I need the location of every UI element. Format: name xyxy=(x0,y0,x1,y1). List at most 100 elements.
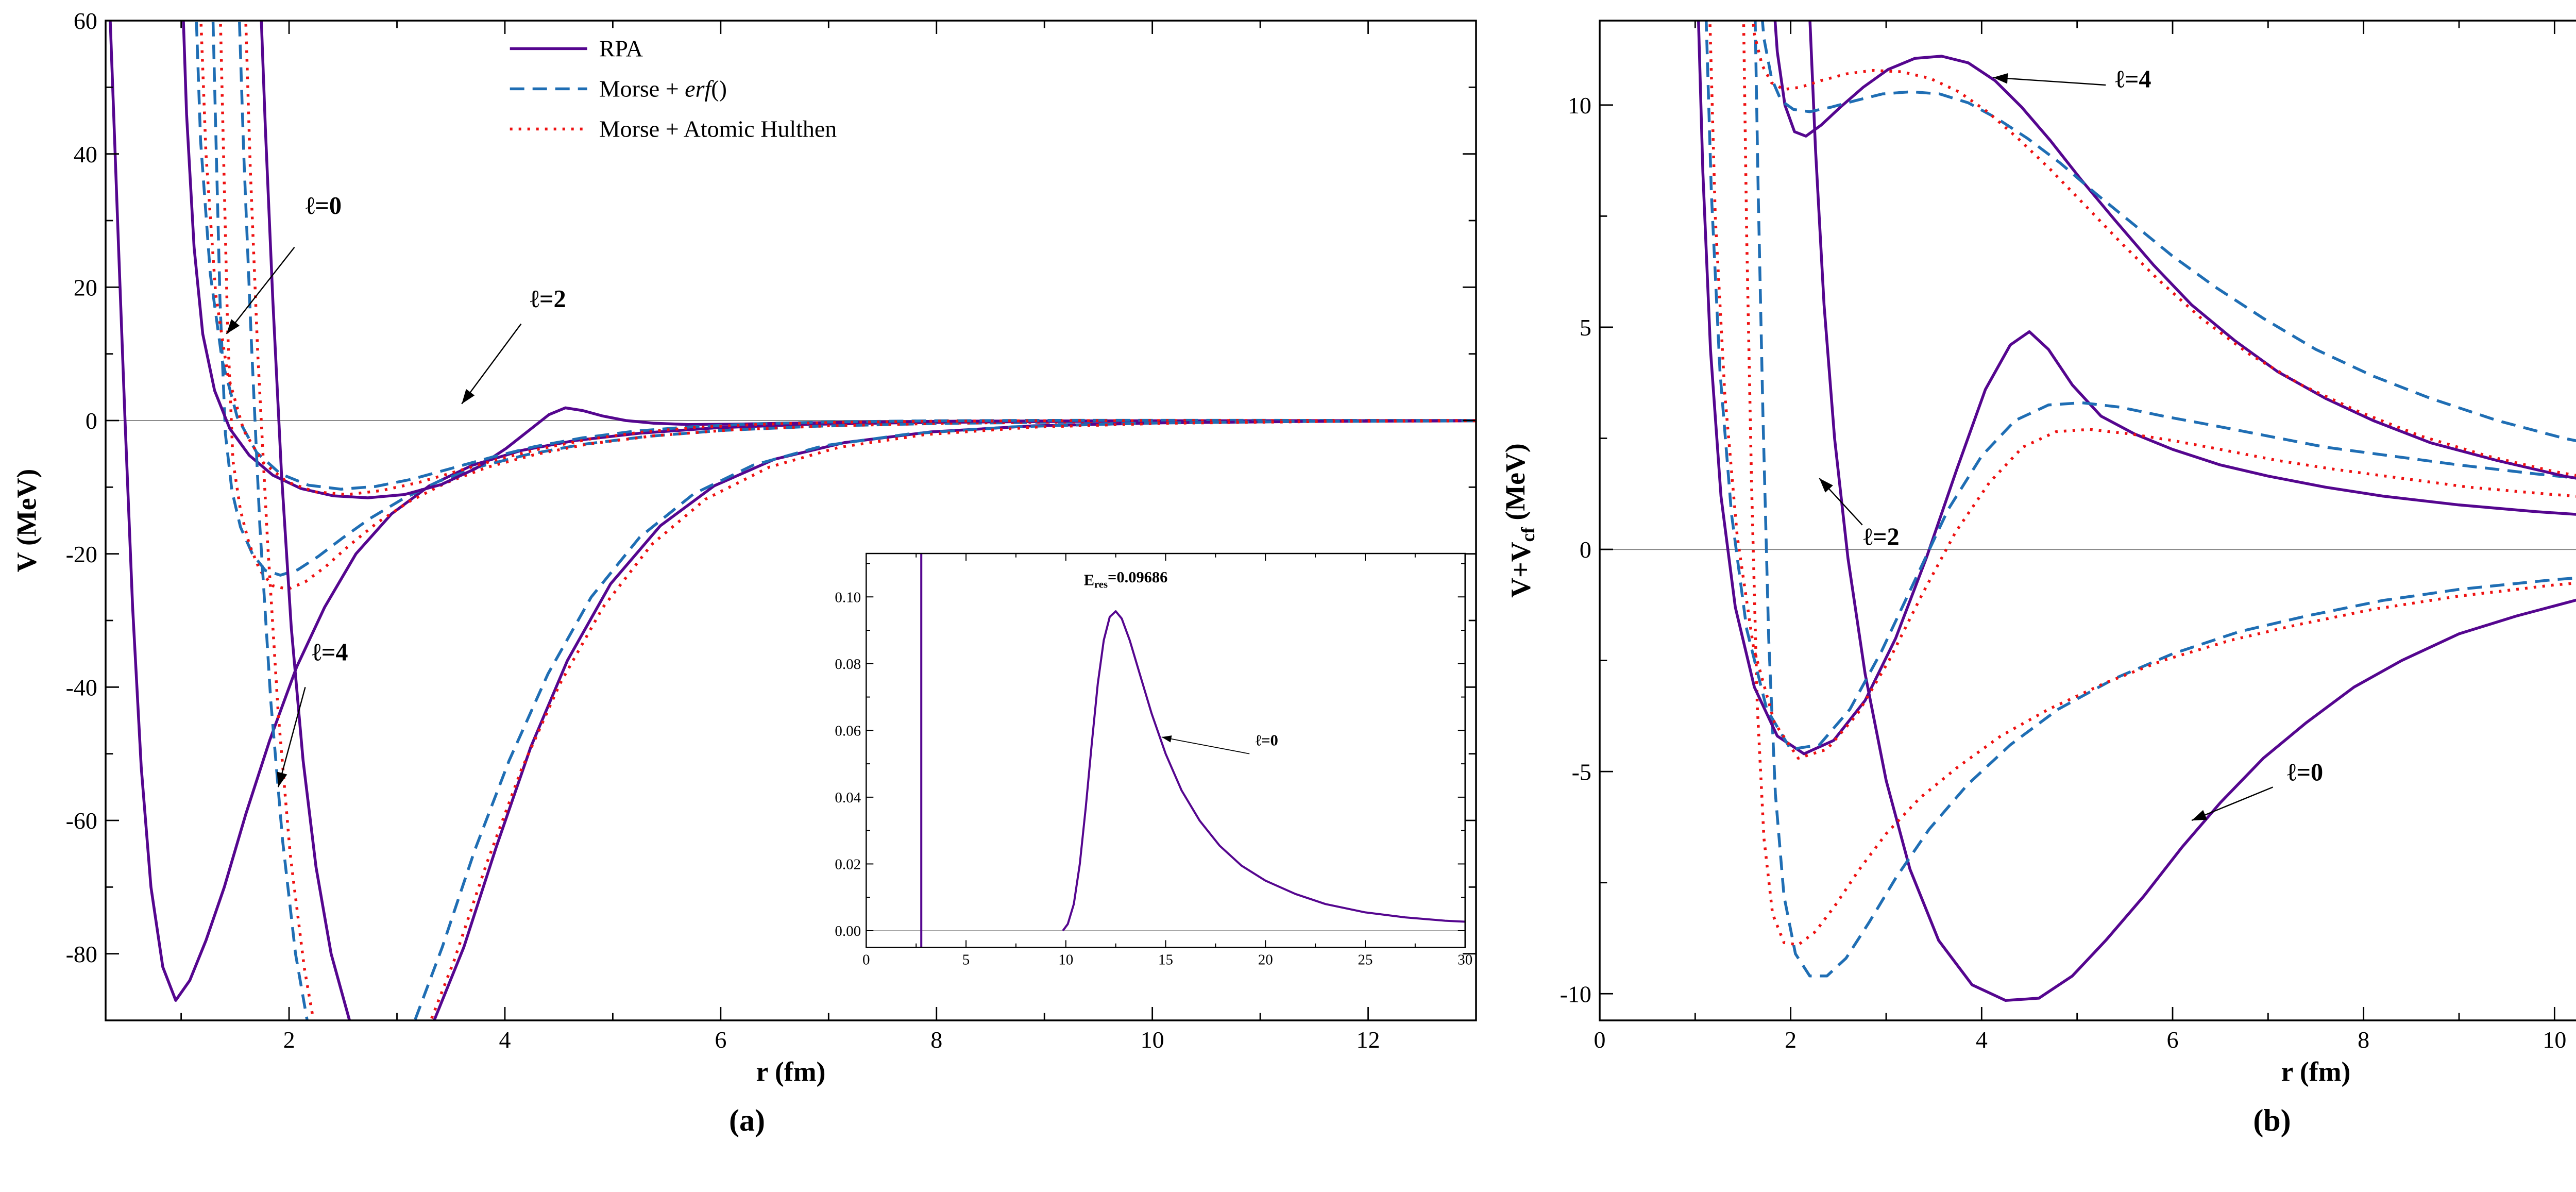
series-erf-l0 xyxy=(211,21,1476,577)
annotation-arrow-head xyxy=(2192,810,2207,820)
annotation-arrow-line xyxy=(277,687,306,787)
x-axis-label: r (fm) xyxy=(756,1056,826,1087)
series-rpa-l2 xyxy=(182,21,1476,499)
annotation-arrow-line xyxy=(1993,77,2106,86)
svg-text:60: 60 xyxy=(74,8,97,34)
svg-text:10: 10 xyxy=(1058,952,1073,968)
legend-label-rpa: RPA xyxy=(599,36,643,62)
svg-text:4: 4 xyxy=(1976,1027,1988,1053)
annotation-label: ℓ=2 xyxy=(530,286,566,313)
svg-text:-60: -60 xyxy=(66,808,97,834)
series-group xyxy=(1697,21,2576,1002)
panel-a: 2 4 6 8 10 12 -80 -60 -40 -20 0 20 40 60 r (fm) V (MeV)… xyxy=(0,5,1494,1192)
annotation-label: ℓ=2 xyxy=(1863,523,1900,550)
svg-text:-40: -40 xyxy=(66,674,97,700)
annotation-arrow-head xyxy=(1819,478,1833,493)
svg-text:25: 25 xyxy=(1358,952,1372,968)
annotation-label: ℓ=0 xyxy=(2287,759,2323,786)
svg-text:5: 5 xyxy=(962,952,970,968)
annotation-label: ℓ=0 xyxy=(1256,731,1278,749)
annotation-label: ℓ=4 xyxy=(312,639,348,666)
series-erf-l4-b xyxy=(1761,21,2576,443)
annotation-arrow-head xyxy=(226,319,240,334)
panel-a-caption: (a) xyxy=(729,1103,765,1137)
tick-labels: 0 5 10 15 20 25 30 0.00 0.02 0.04 0.06 0.08 0.10 xyxy=(835,589,1472,968)
svg-text:-80: -80 xyxy=(66,941,97,967)
svg-text:0.02: 0.02 xyxy=(835,857,861,873)
ticks xyxy=(866,553,1466,948)
svg-text:4: 4 xyxy=(499,1027,511,1053)
svg-text:2: 2 xyxy=(1785,1027,1797,1053)
plot-border xyxy=(866,552,1466,948)
annotation-arrow-line xyxy=(461,323,522,405)
svg-text:12: 12 xyxy=(1357,1027,1380,1053)
tick-labels: 2 4 6 8 10 12 -80 -60 -40 -20 0 20 40 60 xyxy=(66,8,1380,1053)
series-erf-l0-b xyxy=(1754,21,2576,978)
series-rpa-l4 xyxy=(260,21,1476,1020)
svg-text:8: 8 xyxy=(2358,1027,2369,1053)
panel-b-caption: (b) xyxy=(2253,1103,2291,1137)
series-rpa-l2-b xyxy=(1697,21,2576,756)
annotation-arrow-head xyxy=(1993,73,2008,84)
series-group xyxy=(109,21,1476,1020)
panel-a-chart: 2 4 6 8 10 12 -80 -60 -40 -20 0 20 40 60 r (fm) V (MeV)… xyxy=(11,8,1477,1087)
svg-text:0.06: 0.06 xyxy=(835,723,861,739)
svg-text:10: 10 xyxy=(1141,1027,1164,1053)
annotation-label: Eres=0.09686 xyxy=(1084,568,1168,591)
svg-text:15: 15 xyxy=(1158,952,1173,968)
svg-text:-5: -5 xyxy=(1572,759,1591,785)
svg-text:40: 40 xyxy=(74,141,97,167)
annotation-arrow-head xyxy=(277,771,287,787)
annotation-arrow-head xyxy=(462,389,475,404)
svg-text:0.04: 0.04 xyxy=(835,790,861,806)
series-hulthen-l4-b xyxy=(1752,21,2576,477)
annotation-arrow-line xyxy=(2191,786,2274,821)
plot-border xyxy=(105,20,1477,1021)
svg-text:5: 5 xyxy=(1580,314,1591,341)
inset-background xyxy=(866,553,1465,948)
annotation-arrow-line xyxy=(226,246,295,334)
svg-text:-20: -20 xyxy=(66,541,97,567)
svg-text:0.10: 0.10 xyxy=(835,589,861,606)
svg-text:6: 6 xyxy=(715,1027,726,1053)
series-resonance-l0 xyxy=(1062,610,1465,932)
series-hulthen-l2-b xyxy=(1708,21,2576,760)
series-erf-l4 xyxy=(238,21,1476,1020)
svg-text:8: 8 xyxy=(930,1027,942,1053)
series-erf-l2 xyxy=(195,21,1476,491)
x-axis-label: r (fm) xyxy=(2281,1056,2351,1087)
plot-border xyxy=(1599,20,2576,1021)
svg-text:6: 6 xyxy=(2167,1027,2179,1053)
legend-label-erf: Morse + erf() xyxy=(599,76,727,102)
svg-text:0.08: 0.08 xyxy=(835,656,861,673)
svg-text:10: 10 xyxy=(1568,92,1591,119)
series-hulthen-l0 xyxy=(219,21,1476,591)
series-hulthen-l0-b xyxy=(1742,21,2576,947)
svg-text:2: 2 xyxy=(283,1027,295,1053)
svg-text:20: 20 xyxy=(1258,952,1273,968)
annotation-label: ℓ=0 xyxy=(306,192,342,220)
svg-text:0.00: 0.00 xyxy=(835,923,861,939)
series-group xyxy=(920,553,1465,948)
annotation-label: ℓ=4 xyxy=(2115,65,2151,93)
y-axis-label: V (MeV) xyxy=(11,469,42,573)
ticks xyxy=(1599,21,2555,1020)
annotation-arrow-head xyxy=(1161,735,1172,743)
svg-text:10: 10 xyxy=(2543,1027,2566,1053)
svg-text:-10: -10 xyxy=(1560,981,1591,1007)
legend-label-hulthen: Morse + Atomic Hulthen xyxy=(599,116,837,142)
svg-text:0: 0 xyxy=(1580,536,1591,563)
series-rpa-l4-b xyxy=(1773,21,2576,480)
y-axis-label: V+Vcf (MeV) xyxy=(1500,443,1538,598)
svg-text:0: 0 xyxy=(862,952,870,968)
series-rpa-l0 xyxy=(109,21,1476,1002)
series-rpa-l0-b xyxy=(1808,21,2576,1002)
svg-text:0: 0 xyxy=(1594,1027,1606,1053)
annotation-arrow-line xyxy=(1161,736,1250,754)
svg-text:30: 30 xyxy=(1458,952,1472,968)
svg-text:20: 20 xyxy=(74,274,97,300)
